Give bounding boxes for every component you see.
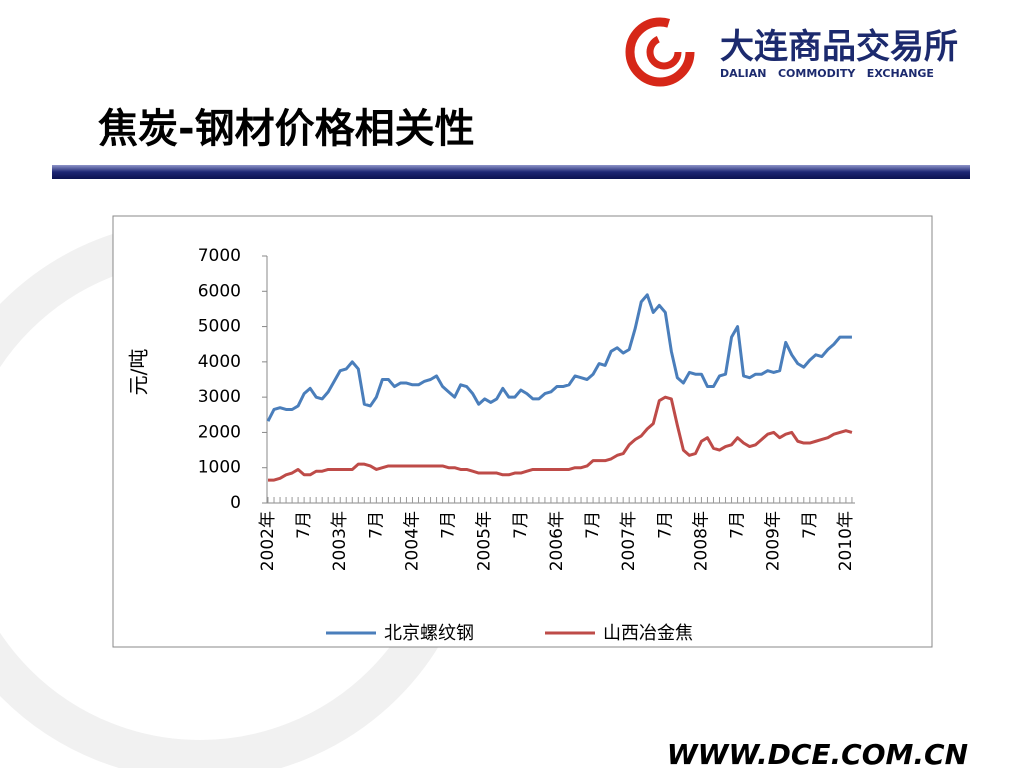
x-tick-label: 7月 (583, 511, 603, 539)
x-tick-label: 7月 (800, 511, 820, 539)
slide-title: 焦炭-钢材价格相关性 (98, 106, 475, 152)
y-tick-label: 1000 (198, 458, 241, 478)
x-tick-label: 2007年 (619, 511, 639, 571)
x-tick-label: 2004年 (402, 511, 422, 571)
y-tick-label: 3000 (198, 387, 241, 407)
legend-label: 山西冶金焦 (603, 623, 693, 644)
logo-cn: 大连商品交易所 (720, 27, 958, 67)
x-tick-label: 7月 (439, 511, 459, 539)
y-tick-label: 7000 (198, 246, 241, 266)
x-tick-label: 7月 (366, 511, 386, 539)
x-tick-label: 7月 (294, 511, 314, 539)
logo-en: DALIAN COMMODITY EXCHANGE (720, 67, 934, 80)
x-tick-label: 2008年 (691, 511, 711, 571)
y-tick-label: 0 (230, 493, 241, 513)
chart-frame (112, 215, 933, 648)
y-tick-label: 6000 (198, 281, 241, 301)
y-tick-label: 5000 (198, 317, 241, 337)
legend-label: 北京螺纹钢 (384, 623, 474, 644)
title-bar (52, 165, 970, 179)
x-tick-label: 2005年 (475, 511, 495, 571)
plot: 0 1000 2000 3000 4000 5000 6000 7000 2002年 7月 2003… (198, 246, 856, 644)
x-tick-label: 2006年 (547, 511, 567, 571)
series-line (268, 395, 853, 482)
x-tick-label: 7月 (511, 511, 531, 539)
x-tick-label: 2002年 (258, 511, 278, 571)
x-tick-label: 2003年 (330, 511, 350, 571)
y-tick-label: 4000 (198, 352, 241, 372)
x-tick-label: 7月 (728, 511, 748, 539)
x-tick-label: 7月 (655, 511, 675, 539)
y-tick-label: 2000 (198, 422, 241, 442)
series-line (266, 293, 852, 422)
footer-url: WWW.DCE.COM.CN (667, 738, 968, 768)
x-tick-label: 2010年 (836, 511, 856, 571)
y-axis-label: 元/吨 (127, 349, 151, 396)
x-tick-label: 2009年 (764, 511, 784, 571)
logo: 大连商品交易所 DALIAN COMMODITY EXCHANGE (625, 17, 958, 87)
